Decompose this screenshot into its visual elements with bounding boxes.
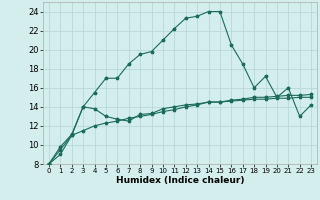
X-axis label: Humidex (Indice chaleur): Humidex (Indice chaleur) bbox=[116, 176, 244, 185]
